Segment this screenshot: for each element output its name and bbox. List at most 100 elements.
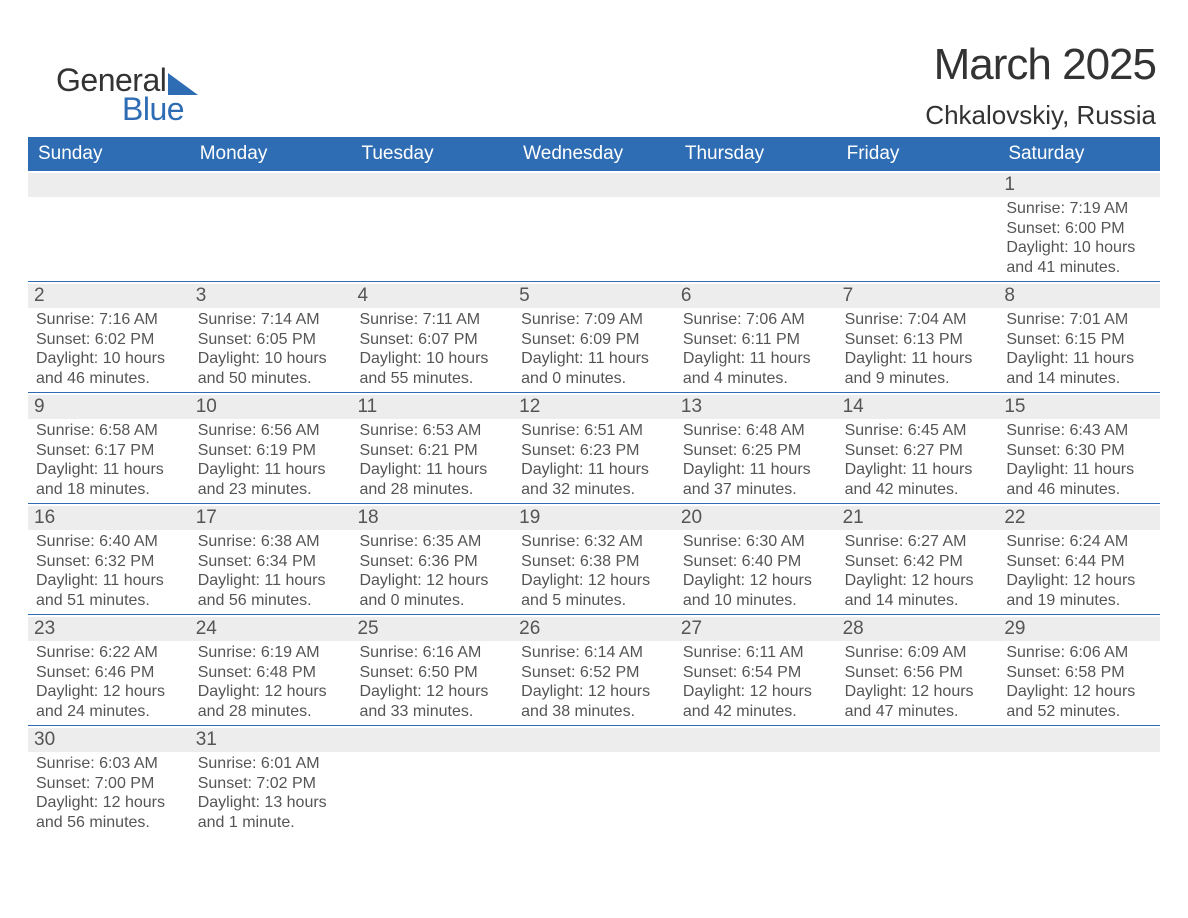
sunrise-line: Sunrise: 7:11 AM (359, 310, 505, 330)
calendar-day-cell: 22Sunrise: 6:24 AMSunset: 6:44 PMDayligh… (998, 503, 1160, 614)
empty-daynum-bar (998, 728, 1160, 752)
day-number: 4 (351, 284, 513, 308)
sunset-line: Sunset: 6:13 PM (845, 330, 991, 350)
day-info: Sunrise: 6:09 AMSunset: 6:56 PMDaylight:… (845, 643, 991, 721)
day-number: 7 (837, 284, 999, 308)
daylight-line: Daylight: 11 hours and 37 minutes. (683, 460, 829, 499)
sunset-line: Sunset: 6:54 PM (683, 663, 829, 683)
daylight-line: Daylight: 12 hours and 47 minutes. (845, 682, 991, 721)
calendar-week-row: 16Sunrise: 6:40 AMSunset: 6:32 PMDayligh… (28, 503, 1160, 614)
calendar-day-cell: 28Sunrise: 6:09 AMSunset: 6:56 PMDayligh… (837, 614, 999, 725)
day-number: 8 (998, 284, 1160, 308)
sunrise-line: Sunrise: 6:09 AM (845, 643, 991, 663)
day-info: Sunrise: 6:14 AMSunset: 6:52 PMDaylight:… (521, 643, 667, 721)
sunset-line: Sunset: 6:15 PM (1006, 330, 1152, 350)
sunrise-line: Sunrise: 6:43 AM (1006, 421, 1152, 441)
calendar-day-cell: 1Sunrise: 7:19 AMSunset: 6:00 PMDaylight… (998, 171, 1160, 281)
day-info: Sunrise: 6:19 AMSunset: 6:48 PMDaylight:… (198, 643, 344, 721)
sunrise-line: Sunrise: 6:45 AM (845, 421, 991, 441)
day-number: 23 (28, 617, 190, 641)
sunset-line: Sunset: 7:00 PM (36, 774, 182, 794)
empty-daynum-bar (675, 173, 837, 197)
day-number: 16 (28, 506, 190, 530)
day-number: 10 (190, 395, 352, 419)
day-info: Sunrise: 6:51 AMSunset: 6:23 PMDaylight:… (521, 421, 667, 499)
sunrise-line: Sunrise: 7:04 AM (845, 310, 991, 330)
weekday-header-cell: Wednesday (513, 137, 675, 171)
sunrise-line: Sunrise: 6:27 AM (845, 532, 991, 552)
sunrise-line: Sunrise: 6:35 AM (359, 532, 505, 552)
empty-daynum-bar (190, 173, 352, 197)
daylight-line: Daylight: 12 hours and 0 minutes. (359, 571, 505, 610)
daylight-line: Daylight: 10 hours and 50 minutes. (198, 349, 344, 388)
sunset-line: Sunset: 6:32 PM (36, 552, 182, 572)
day-info: Sunrise: 7:19 AMSunset: 6:00 PMDaylight:… (1006, 199, 1152, 277)
calendar-day-cell: 12Sunrise: 6:51 AMSunset: 6:23 PMDayligh… (513, 392, 675, 503)
empty-daynum-bar (28, 173, 190, 197)
calendar-day-cell: 8Sunrise: 7:01 AMSunset: 6:15 PMDaylight… (998, 281, 1160, 392)
daylight-line: Daylight: 12 hours and 28 minutes. (198, 682, 344, 721)
sunset-line: Sunset: 6:05 PM (198, 330, 344, 350)
daylight-line: Daylight: 12 hours and 52 minutes. (1006, 682, 1152, 721)
calendar-day-cell: 11Sunrise: 6:53 AMSunset: 6:21 PMDayligh… (351, 392, 513, 503)
daylight-line: Daylight: 11 hours and 18 minutes. (36, 460, 182, 499)
daylight-line: Daylight: 12 hours and 38 minutes. (521, 682, 667, 721)
daylight-line: Daylight: 10 hours and 55 minutes. (359, 349, 505, 388)
day-number: 15 (998, 395, 1160, 419)
day-info: Sunrise: 6:32 AMSunset: 6:38 PMDaylight:… (521, 532, 667, 610)
day-number: 5 (513, 284, 675, 308)
sunrise-line: Sunrise: 6:06 AM (1006, 643, 1152, 663)
calendar-day-cell: 5Sunrise: 7:09 AMSunset: 6:09 PMDaylight… (513, 281, 675, 392)
empty-daynum-bar (513, 173, 675, 197)
calendar-day-cell (837, 171, 999, 281)
calendar-day-cell: 9Sunrise: 6:58 AMSunset: 6:17 PMDaylight… (28, 392, 190, 503)
empty-daynum-bar (351, 173, 513, 197)
sunrise-line: Sunrise: 7:09 AM (521, 310, 667, 330)
calendar-day-cell (351, 171, 513, 281)
calendar-day-cell (190, 171, 352, 281)
title-block: March 2025 Chkalovskiy, Russia (925, 40, 1156, 131)
calendar-day-cell (675, 725, 837, 836)
empty-daynum-bar (351, 728, 513, 752)
sunset-line: Sunset: 6:09 PM (521, 330, 667, 350)
day-info: Sunrise: 7:09 AMSunset: 6:09 PMDaylight:… (521, 310, 667, 388)
daylight-line: Daylight: 10 hours and 46 minutes. (36, 349, 182, 388)
sunset-line: Sunset: 6:17 PM (36, 441, 182, 461)
day-number: 28 (837, 617, 999, 641)
page-subtitle: Chkalovskiy, Russia (925, 100, 1156, 131)
empty-daynum-bar (675, 728, 837, 752)
weekday-header-cell: Tuesday (351, 137, 513, 171)
sunrise-line: Sunrise: 6:16 AM (359, 643, 505, 663)
day-number: 20 (675, 506, 837, 530)
sunset-line: Sunset: 6:48 PM (198, 663, 344, 683)
sunrise-line: Sunrise: 6:03 AM (36, 754, 182, 774)
day-info: Sunrise: 6:01 AMSunset: 7:02 PMDaylight:… (198, 754, 344, 832)
day-info: Sunrise: 6:30 AMSunset: 6:40 PMDaylight:… (683, 532, 829, 610)
calendar-week-row: 9Sunrise: 6:58 AMSunset: 6:17 PMDaylight… (28, 392, 1160, 503)
day-info: Sunrise: 6:48 AMSunset: 6:25 PMDaylight:… (683, 421, 829, 499)
calendar-day-cell (998, 725, 1160, 836)
weekday-header-row: SundayMondayTuesdayWednesdayThursdayFrid… (28, 137, 1160, 171)
day-info: Sunrise: 6:38 AMSunset: 6:34 PMDaylight:… (198, 532, 344, 610)
calendar-day-cell: 15Sunrise: 6:43 AMSunset: 6:30 PMDayligh… (998, 392, 1160, 503)
sunset-line: Sunset: 6:00 PM (1006, 219, 1152, 239)
sunrise-line: Sunrise: 7:19 AM (1006, 199, 1152, 219)
calendar-day-cell: 14Sunrise: 6:45 AMSunset: 6:27 PMDayligh… (837, 392, 999, 503)
day-number: 30 (28, 728, 190, 752)
daylight-line: Daylight: 11 hours and 9 minutes. (845, 349, 991, 388)
day-info: Sunrise: 6:03 AMSunset: 7:00 PMDaylight:… (36, 754, 182, 832)
sunset-line: Sunset: 6:23 PM (521, 441, 667, 461)
daylight-line: Daylight: 12 hours and 19 minutes. (1006, 571, 1152, 610)
brand-logo: General Blue (56, 62, 198, 128)
day-info: Sunrise: 6:06 AMSunset: 6:58 PMDaylight:… (1006, 643, 1152, 721)
sunset-line: Sunset: 6:30 PM (1006, 441, 1152, 461)
sunrise-line: Sunrise: 6:51 AM (521, 421, 667, 441)
daylight-line: Daylight: 12 hours and 33 minutes. (359, 682, 505, 721)
calendar-day-cell (28, 171, 190, 281)
sunset-line: Sunset: 6:19 PM (198, 441, 344, 461)
day-number: 2 (28, 284, 190, 308)
sunset-line: Sunset: 7:02 PM (198, 774, 344, 794)
calendar-week-row: 2Sunrise: 7:16 AMSunset: 6:02 PMDaylight… (28, 281, 1160, 392)
sunset-line: Sunset: 6:21 PM (359, 441, 505, 461)
calendar-body: 1Sunrise: 7:19 AMSunset: 6:00 PMDaylight… (28, 171, 1160, 836)
